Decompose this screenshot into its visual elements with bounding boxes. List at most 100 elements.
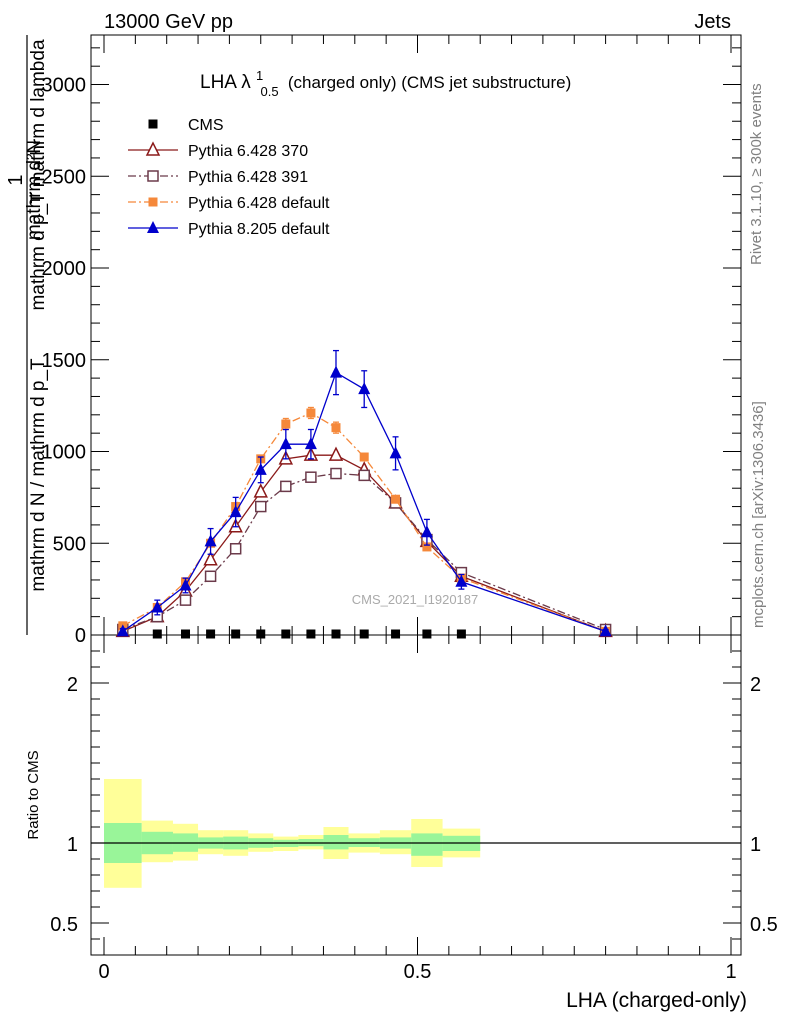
- y-tick-label: 2500: [42, 166, 87, 188]
- data-point: [280, 480, 292, 493]
- series-pythia-6-428-391: [117, 467, 612, 636]
- data-point: [255, 500, 267, 513]
- ratio-y-tick-label-right: 0.5: [750, 914, 778, 936]
- x-tick-label: 0.5: [404, 961, 432, 983]
- title-main: LHA λ: [200, 72, 251, 93]
- series-line: [122, 371, 606, 632]
- cms-data-point: [256, 629, 266, 639]
- ratio-plot-frame: [90, 634, 742, 956]
- data-point: [204, 534, 217, 547]
- data-point: [279, 437, 292, 450]
- data-point: [203, 551, 218, 566]
- ratio-band-green: [411, 833, 443, 856]
- legend-label: Pythia 8.205 default: [188, 221, 330, 238]
- data-point: [331, 423, 341, 433]
- legend: CMS Pythia 6.428 370 Pythia 6.428 391 Pythi…: [128, 117, 330, 238]
- data-point: [599, 624, 612, 637]
- data-point: [304, 437, 317, 450]
- title-sub: 0.5: [261, 84, 279, 99]
- data-point: [229, 505, 242, 518]
- data-point: [229, 543, 242, 555]
- legend-marker: [145, 141, 161, 156]
- ratio-y-tick-label-right: 2: [750, 674, 761, 696]
- cms-data-point: [152, 629, 162, 639]
- y-tick-label: 500: [53, 533, 86, 555]
- legend-label: Pythia 6.428 370: [188, 143, 308, 160]
- data-point: [328, 446, 344, 461]
- y-tick-label: 3000: [42, 75, 87, 97]
- data-point: [329, 365, 342, 378]
- cms-data-point: [231, 629, 241, 639]
- y-tick-label: 1000: [42, 442, 87, 464]
- y-tick-label: 1500: [42, 350, 87, 372]
- axis-ticks: [91, 35, 741, 955]
- series-cms: [152, 629, 466, 639]
- title-sup: 1: [256, 68, 263, 83]
- title-rest: (charged only) (CMS jet substructure): [288, 73, 571, 92]
- legend-label: Pythia 6.428 default: [188, 195, 330, 212]
- legend-marker: [148, 119, 158, 129]
- legend-label: Pythia 6.428 391: [188, 169, 308, 186]
- data-point: [179, 594, 192, 606]
- axis-tick-labels: 0 500 1000 1500 2000 2500 3000 0.5 0.5 1 1 2 2 0 0.5 1: [42, 75, 778, 983]
- data-point: [358, 382, 371, 395]
- data-point: [391, 494, 401, 504]
- data-point: [254, 462, 267, 475]
- series-pythia-8-205-default: [116, 349, 612, 637]
- data-point: [455, 574, 468, 587]
- x-tick-label: 1: [725, 961, 736, 983]
- ylabel-right-denominator: mathrm d p_T mathrm d lambda: [28, 39, 49, 310]
- data-point: [179, 578, 192, 591]
- cms-data-point: [306, 629, 316, 639]
- data-point: [389, 446, 402, 459]
- cms-data-point: [281, 629, 291, 639]
- header-left: 13000 GeV pp: [104, 11, 233, 33]
- data-point: [116, 624, 129, 637]
- y-tick-label: 0: [75, 625, 86, 647]
- x-tick-label: 0: [98, 961, 109, 983]
- legend-marker: [148, 197, 158, 207]
- ylabel-denominator: mathrm d N / mathrm d p_T: [28, 358, 49, 592]
- data-point: [305, 471, 317, 483]
- ratio-y-tick-label: 2: [67, 674, 78, 696]
- cms-data-point: [331, 629, 341, 639]
- ratio-y-tick-label: 0.5: [50, 914, 78, 936]
- y-axis-label-right: mathrm d²N: [24, 140, 45, 240]
- data-point: [281, 419, 291, 429]
- header-right: Jets: [694, 11, 731, 33]
- data-point: [306, 408, 316, 418]
- ratio-band-green: [323, 835, 349, 850]
- legend-label: CMS: [188, 117, 224, 134]
- cms-data-point: [422, 629, 432, 639]
- analysis-watermark: CMS_2021_I1920187: [352, 592, 479, 607]
- ratio-ylabel: Ratio to CMS: [25, 750, 42, 839]
- data-point: [420, 525, 433, 538]
- ratio-y-tick-label: 1: [67, 834, 78, 856]
- legend-marker: [147, 221, 159, 233]
- data-point: [330, 467, 342, 480]
- data-point: [358, 469, 370, 482]
- cms-data-point: [206, 629, 216, 639]
- rivet-version-label: Rivet 3.1.10, ≥ 300k events: [748, 83, 765, 265]
- series-line: [122, 412, 606, 632]
- ylabel-numerator: 1: [5, 174, 27, 185]
- x-axis-label: LHA (charged-only): [566, 989, 747, 1012]
- data-point: [359, 452, 369, 462]
- cms-data-point: [181, 629, 191, 639]
- data-point: [422, 542, 432, 552]
- ratio-y-tick-label-right: 1: [750, 834, 761, 856]
- legend-marker: [147, 170, 159, 182]
- y-axis-label: 1 mathrm d N / mathrm d p_T mathrm d p_T…: [5, 35, 49, 635]
- ylabel-right-numerator: mathrm d²N: [24, 140, 45, 240]
- cms-data-point: [391, 629, 401, 639]
- cms-data-point: [359, 629, 369, 639]
- data-point: [151, 600, 164, 613]
- chart-title: LHA λ 1 0.5 (charged only) (CMS jet subs…: [200, 64, 571, 101]
- cms-data-point: [456, 629, 466, 639]
- data-series: [115, 349, 613, 639]
- y-tick-label: 2000: [42, 258, 87, 280]
- mcplots-label: mcplots.cern.ch [arXiv:1306.3436]: [750, 401, 767, 628]
- data-point: [204, 570, 217, 583]
- data-point: [253, 483, 268, 498]
